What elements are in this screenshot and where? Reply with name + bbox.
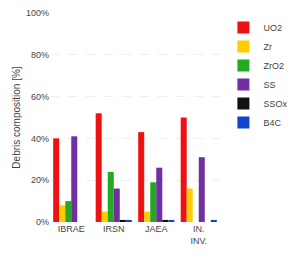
- svg-text:Zr: Zr: [263, 42, 272, 52]
- svg-text:IN.INV.: IN.INV.: [190, 224, 207, 246]
- svg-text:80%: 80%: [31, 50, 49, 60]
- svg-text:JAEA: JAEA: [145, 224, 168, 234]
- svg-text:60%: 60%: [31, 92, 49, 102]
- svg-text:IRSN: IRSN: [103, 224, 125, 234]
- svg-text:ZrO2: ZrO2: [263, 61, 284, 71]
- svg-text:20%: 20%: [31, 175, 49, 185]
- svg-text:Debris composition [%]: Debris composition [%]: [11, 66, 22, 168]
- svg-text:0%: 0%: [36, 217, 49, 227]
- svg-text:SS: SS: [263, 80, 275, 90]
- svg-text:100%: 100%: [26, 8, 49, 18]
- svg-text:IBRAE: IBRAE: [58, 224, 85, 234]
- svg-text:UO2: UO2: [263, 23, 282, 33]
- svg-text:SSOx: SSOx: [263, 99, 287, 109]
- svg-text:B4C: B4C: [263, 118, 281, 128]
- svg-text:40%: 40%: [31, 134, 49, 144]
